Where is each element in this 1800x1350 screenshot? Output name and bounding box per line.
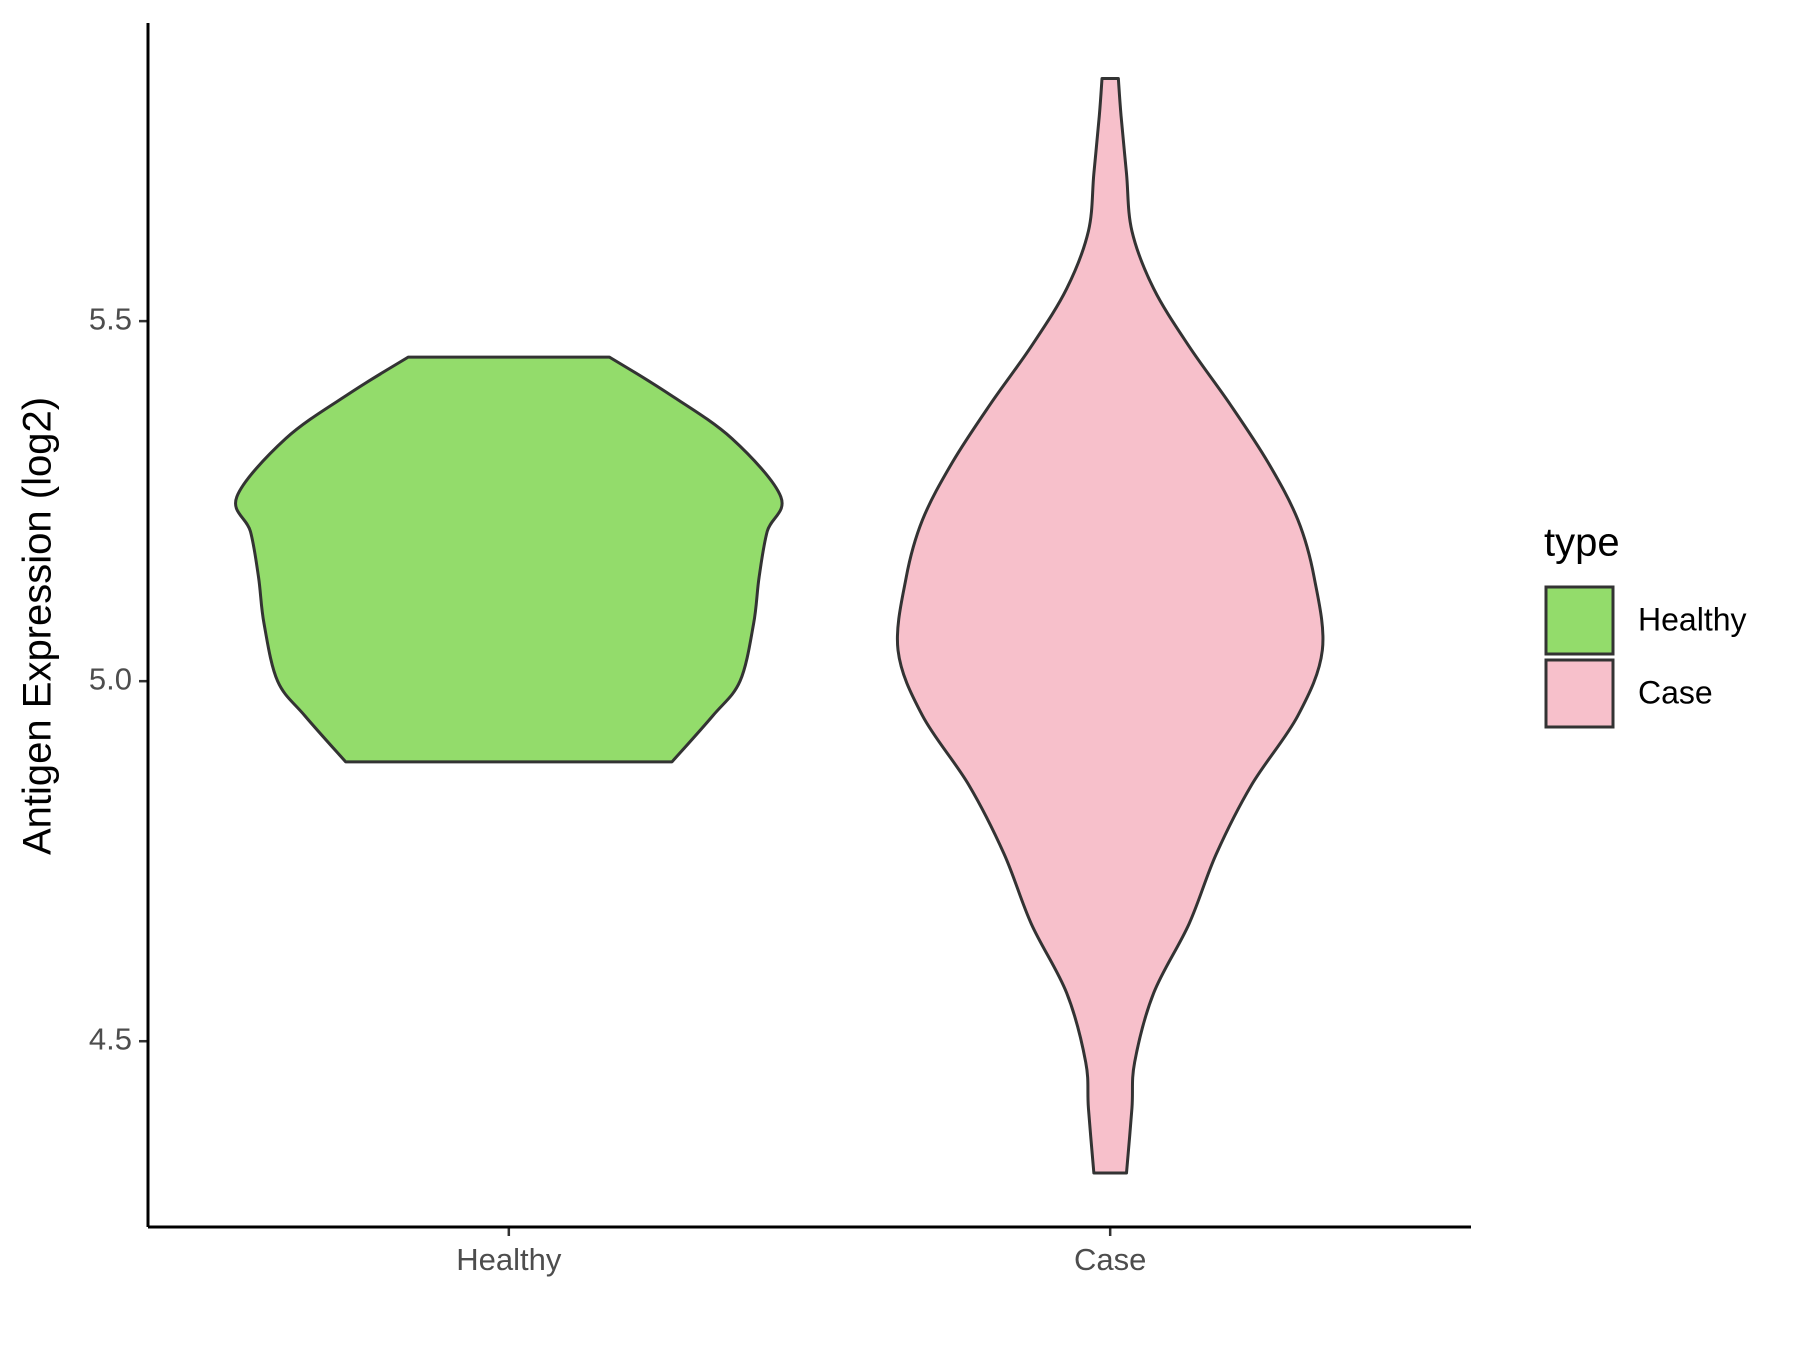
legend-title: type [1544,521,1620,565]
legend-key [1544,658,1615,729]
legend-key [1544,585,1615,656]
y-tick-label: 4.5 [89,1021,132,1056]
x-tick-label: Case [1074,1242,1146,1277]
legend-label: Healthy [1638,601,1747,637]
y-axis-title: Antigen Expression (log2) [16,397,60,855]
y-tick-label: 5.5 [89,301,132,336]
violin [234,355,784,764]
legend-label: Case [1638,674,1713,710]
violin [895,76,1325,1175]
x-tick-label: Healthy [456,1242,562,1277]
y-tick-label: 5.0 [89,661,132,696]
